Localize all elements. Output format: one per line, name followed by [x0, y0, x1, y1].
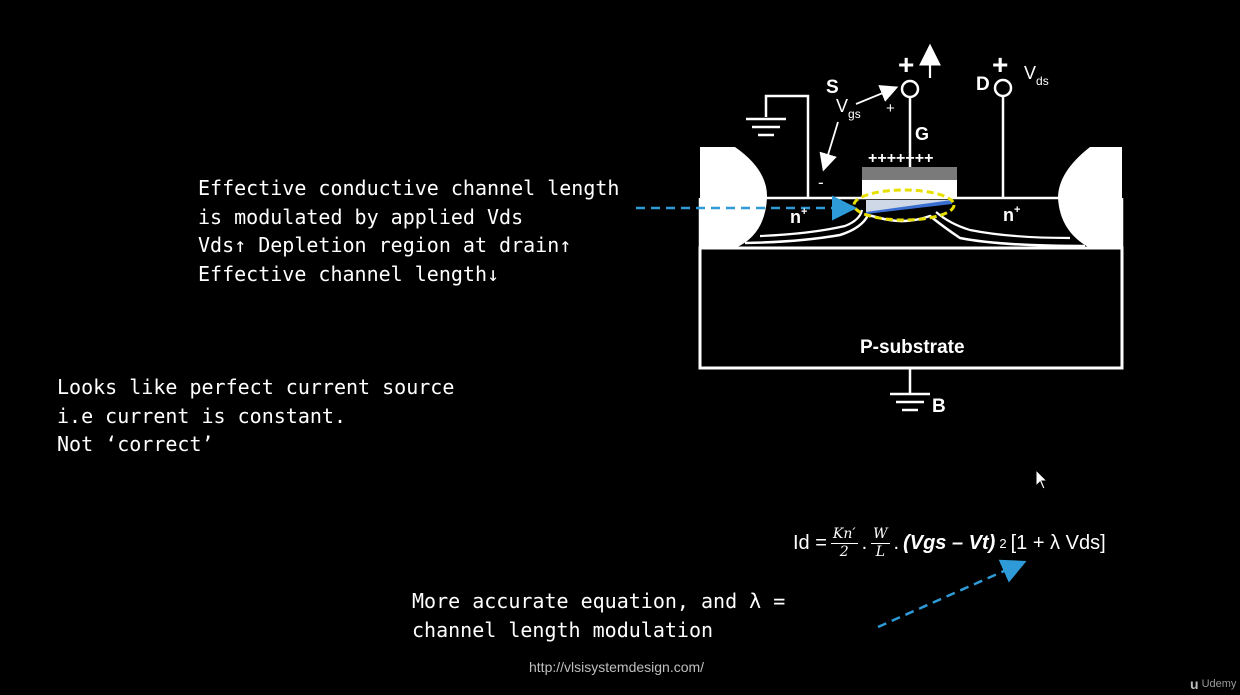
- drain-current-equation: Id = Kn′ 2 . W L . (Vgs – Vt) 2 [1 + λ Vd…: [793, 526, 1106, 561]
- drain-terminal-label: D: [976, 74, 990, 95]
- gate-terminal-label: G: [915, 124, 929, 144]
- accurate-line-1: More accurate equation, and λ =: [412, 589, 786, 613]
- drain-plus-sign: +: [992, 49, 1008, 80]
- up-arrow-icon: ↑: [234, 233, 247, 257]
- down-arrow-icon: ↓: [486, 261, 500, 286]
- equation-exponent: 2: [999, 536, 1007, 551]
- fraction-denominator: 2: [839, 544, 849, 560]
- equation-lhs: Id =: [793, 532, 827, 554]
- vgs-plus-sign: +: [886, 100, 895, 117]
- source-wire: [764, 94, 810, 198]
- source-url: http://vlsisystemdesign.com/: [529, 659, 705, 675]
- vgs-label: Vgs: [836, 96, 861, 121]
- equation-dot: .: [893, 532, 900, 554]
- left-isolation-oxide: [700, 147, 768, 248]
- source-ground-icon: [746, 117, 786, 137]
- gate-terminal-node: [900, 79, 920, 99]
- accurate-line-2: channel length modulation: [412, 617, 714, 642]
- depletion-boundary-inner: [759, 209, 1071, 240]
- source-terminal-label: S: [826, 77, 839, 98]
- fraction-denominator: L: [875, 544, 885, 560]
- body-terminal-label: B: [932, 396, 946, 417]
- explanation-line-3-prefix: Vds: [198, 233, 235, 257]
- equation-dot: .: [861, 532, 868, 554]
- gate-metal: [862, 167, 957, 180]
- channel-wedge-light: [866, 200, 952, 212]
- fraction-numerator: W: [871, 526, 890, 544]
- vgs-arrow-to-gate: [855, 85, 899, 105]
- explanation-line-1: Effective conductive channel length: [198, 176, 620, 200]
- drain-terminal-node: [993, 78, 1013, 98]
- channel-highlight-ellipse: [852, 188, 956, 222]
- lambda-pointer-arrow: [877, 559, 1027, 629]
- udemy-watermark: u Udemy: [1190, 676, 1236, 692]
- equation-fraction-wl: W L: [871, 526, 890, 561]
- explanation-line-2: is modulated by applied Vds: [198, 204, 524, 229]
- body-ground-icon: [890, 392, 930, 412]
- source-n-plus-label: n+: [790, 206, 807, 227]
- equation-lambda-term: [1 + λ Vds]: [1010, 532, 1106, 554]
- up-arrow-icon: ↑: [559, 233, 572, 257]
- current-source-note: Looks like perfect current source i.e cu…: [57, 373, 454, 459]
- note-line-1: Looks like perfect current source: [57, 375, 455, 399]
- gate-charges: +++++++: [868, 150, 933, 167]
- substrate-label: P-substrate: [860, 337, 965, 358]
- udemy-brand-text: Udemy: [1201, 678, 1237, 690]
- accurate-equation-note: More accurate equation, and λ = channel …: [412, 587, 785, 644]
- equation-overdrive-term: (Vgs – Vt): [903, 532, 996, 554]
- vds-label: Vds: [1024, 63, 1049, 88]
- note-line-2: i.e current is constant.: [57, 403, 346, 428]
- gate-plus-sign: +: [898, 49, 914, 80]
- explanation-line-4: Effective channel length: [198, 261, 487, 286]
- fraction-numerator: Kn′: [830, 526, 858, 544]
- vgs-minus-sign: -: [818, 173, 824, 192]
- explanation-line-3: Depletion region at drain: [258, 233, 560, 257]
- vgs-arrow-to-source: [819, 121, 839, 172]
- right-isolation-oxide: [1058, 147, 1122, 248]
- drain-n-plus-label: n+: [1003, 204, 1020, 225]
- mouse-cursor-icon: [1035, 469, 1049, 490]
- explanation-text: Effective conductive channel length is m…: [198, 174, 619, 288]
- equation-fraction-kn: Kn′ 2: [830, 526, 858, 561]
- udemy-logo-icon: u: [1190, 676, 1199, 692]
- note-line-3: Not ‘correct’: [57, 432, 214, 456]
